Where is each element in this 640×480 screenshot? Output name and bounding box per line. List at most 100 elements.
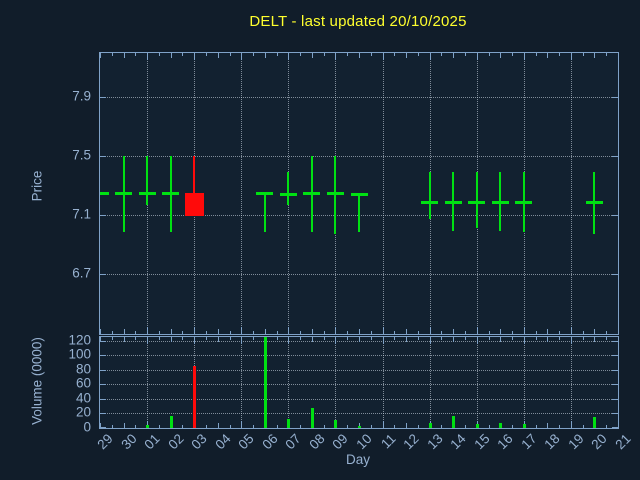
x-tick-mark	[123, 329, 125, 334]
x-tick-mark	[288, 53, 290, 60]
candle-wick	[475, 172, 478, 229]
x-tick-mark	[217, 329, 219, 334]
x-tick-mark	[547, 53, 549, 58]
x-tick-mark	[406, 423, 408, 428]
x-tick-mark	[182, 337, 184, 340]
volume-gridline	[100, 355, 618, 357]
x-tick-mark	[335, 53, 337, 60]
x-tick-mark	[417, 337, 419, 340]
x-tick-mark	[488, 53, 490, 56]
day-gridline	[476, 337, 478, 428]
volume-tick-mark	[100, 398, 106, 400]
x-tick-mark	[464, 331, 466, 334]
x-tick-mark	[570, 53, 572, 60]
volume-bar	[593, 417, 597, 428]
volume-plot-area	[99, 336, 619, 429]
x-tick-mark	[606, 425, 608, 428]
x-tick-mark	[464, 425, 466, 428]
x-tick-mark	[547, 337, 549, 342]
x-tick-mark	[618, 53, 619, 58]
volume-tick-label: 120	[68, 332, 91, 348]
x-tick-mark	[535, 53, 537, 56]
volume-bar	[358, 425, 361, 428]
day-tick-label: 07	[282, 431, 304, 453]
x-tick-mark	[288, 327, 290, 334]
x-tick-mark	[582, 331, 584, 334]
candle-open-close-tick	[303, 191, 321, 195]
x-tick-mark	[382, 421, 384, 428]
volume-tick-mark	[612, 340, 618, 342]
x-tick-mark	[182, 53, 184, 56]
x-tick-mark	[158, 425, 160, 428]
x-tick-mark	[264, 53, 266, 58]
x-tick-mark	[559, 53, 561, 56]
volume-tick-label: 20	[75, 404, 91, 420]
price-gridline	[100, 155, 618, 157]
day-tick-label: 03	[188, 431, 210, 453]
price-tick-label: 7.1	[72, 206, 91, 222]
price-tick-label: 7.9	[72, 88, 91, 104]
day-axis-title: Day	[345, 452, 370, 467]
x-tick-mark	[359, 337, 360, 342]
x-tick-mark	[370, 425, 372, 428]
x-tick-mark	[205, 425, 207, 428]
x-tick-mark	[370, 53, 372, 56]
x-tick-mark	[359, 53, 360, 58]
day-tick-label: 01	[141, 431, 163, 453]
x-tick-mark	[594, 53, 596, 58]
x-tick-mark	[229, 53, 231, 56]
day-tick-label: 30	[117, 431, 140, 453]
x-tick-mark	[559, 331, 561, 334]
x-tick-mark	[441, 425, 443, 428]
x-tick-mark	[453, 329, 455, 334]
x-tick-mark	[111, 331, 113, 334]
candle-body	[184, 192, 204, 217]
x-tick-mark	[547, 329, 549, 334]
price-axis-title: Price	[29, 170, 45, 202]
volume-gridline	[100, 384, 618, 386]
day-gridline	[241, 53, 243, 334]
x-tick-mark	[253, 337, 255, 340]
volume-bar	[334, 419, 338, 428]
candle-open-close-tick	[326, 191, 344, 195]
day-gridline	[382, 337, 384, 428]
x-tick-mark	[382, 53, 384, 60]
x-tick-mark	[394, 425, 396, 428]
volume-bar	[287, 419, 291, 428]
x-tick-mark	[394, 53, 396, 56]
price-tick-mark	[100, 97, 106, 99]
day-tick-label: 02	[165, 431, 187, 453]
x-tick-mark	[535, 337, 537, 340]
volume-bar	[193, 366, 197, 428]
candle-open-close-tick	[162, 191, 180, 195]
x-tick-mark	[512, 425, 514, 428]
day-tick-label: 10	[353, 431, 375, 453]
x-tick-mark	[406, 337, 408, 342]
x-tick-mark	[347, 53, 349, 56]
candle-wick	[428, 172, 431, 220]
x-tick-mark	[335, 327, 337, 334]
x-tick-mark	[276, 53, 278, 56]
x-tick-mark	[311, 53, 313, 58]
x-tick-mark	[512, 331, 514, 334]
volume-bar	[475, 423, 479, 428]
volume-tick-mark	[612, 369, 618, 371]
volume-tick-label: 40	[75, 390, 91, 406]
candle-open-close-tick	[585, 200, 603, 204]
x-tick-mark	[618, 329, 619, 334]
volume-bar	[452, 415, 456, 428]
x-tick-mark	[170, 53, 172, 58]
volume-tick-mark	[100, 355, 106, 357]
x-tick-mark	[276, 425, 278, 428]
x-tick-mark	[559, 425, 561, 428]
x-tick-mark	[547, 423, 549, 428]
x-tick-mark	[606, 53, 608, 56]
x-tick-mark	[523, 327, 525, 334]
candle-open-close-tick	[256, 191, 274, 195]
x-tick-mark	[194, 53, 196, 60]
x-tick-mark	[488, 425, 490, 428]
x-tick-mark	[429, 327, 431, 334]
day-gridline	[429, 337, 431, 428]
volume-tick-mark	[100, 340, 106, 342]
x-tick-mark	[570, 327, 572, 334]
